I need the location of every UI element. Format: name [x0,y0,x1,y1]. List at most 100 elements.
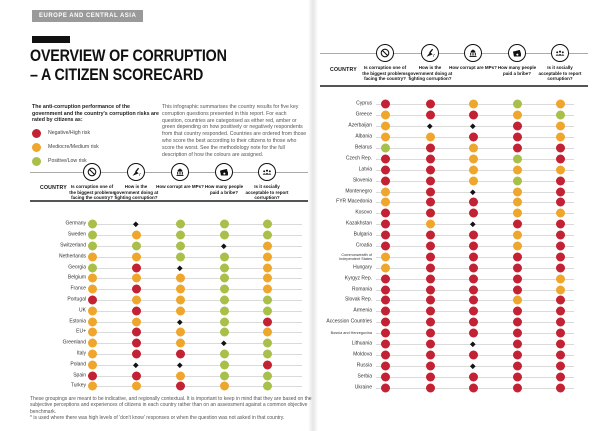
rating-dot-amber [512,165,522,175]
right-table-header: COUNTRY Is corruption one of the biggest… [320,38,588,88]
country-label: Portugal [67,296,86,303]
rating-dot-red [380,306,390,316]
rating-dot-red [425,197,435,207]
scorecard-row: Serbia [320,371,588,382]
country-label: Lithuania [351,340,372,347]
scorecard-row: Slovenia [320,175,588,186]
no-data-asterisk [470,123,476,129]
rating-dot-red [131,263,141,273]
no-data-asterisk [177,319,183,325]
scorecard-row: Netherlands [30,251,308,262]
rating-dot-green [262,371,272,381]
rating-dot-red [425,208,435,218]
rating-dot-red [468,317,478,327]
rating-dot-amber [555,165,565,175]
rating-dot-red [425,361,435,371]
rating-dot-amber [555,121,565,131]
rating-dot-amber [87,317,97,327]
rating-dot-red [131,371,141,381]
scorecard-row: Czech Rep. [320,153,588,164]
footnote-text: These groupings are meant to be indicati… [30,396,312,415]
rating-dot-red [380,99,390,109]
header-rule-top [30,172,308,173]
rating-dot-amber [87,381,97,391]
country-label: Georgia [68,263,86,270]
country-label: Kazakhstan [345,220,372,227]
rating-dot-red [425,187,435,197]
rating-dot-red [425,110,435,120]
rating-dot-red [380,154,390,164]
rating-dot-amber [175,273,185,283]
rating-dot-green [262,306,272,316]
country-label: Croatia [355,242,372,249]
scorecard-row: Armenia [320,306,588,317]
no-data-asterisk [177,362,183,368]
row-line [90,386,302,388]
rating-dot-red [380,285,390,295]
scorecard-row: Romania [320,284,588,295]
rating-dot-green [219,327,229,337]
country-label: Slovenia [352,177,372,184]
rating-dot-green [555,110,565,120]
country-label: Bosnia and Herzegovina [330,331,372,336]
rating-dot-green [87,230,97,240]
country-label: Moldova [353,351,372,358]
scorecard-row: Bosnia and Herzegovina [320,328,588,339]
scorecard-row: Greece [320,110,588,121]
country-label: EU+ [76,328,86,335]
rating-dot-amber [262,284,272,294]
prohibition-icon [376,44,394,62]
column-header-label: How many people paid a bribe? [204,184,244,195]
bribe-icon [508,44,526,62]
rating-dot-green [380,143,390,153]
scorecard-row: Cyprus [320,99,588,110]
rating-dot-amber [512,241,522,251]
rating-dot-red [468,132,478,142]
country-label: Armenia [353,307,372,314]
rating-dot-red [512,383,522,393]
row-line [90,289,302,291]
rating-dot-amber [87,338,97,348]
rating-dot-red [555,252,565,262]
scorecard-row: UK [30,305,308,316]
rating-dot-red [175,349,185,359]
rating-dot-red [131,327,141,337]
rating-dot-red [425,230,435,240]
rating-dot-red [512,219,522,229]
rating-dot-amber [175,306,185,316]
rating-dot-red [468,110,478,120]
row-line [90,245,302,247]
row-line [90,321,302,323]
scorecard-row: Montenegro [320,186,588,197]
rating-dot-green [175,230,185,240]
legend-item-label: Negative/High risk [48,130,91,137]
legend-item: Positive/Low risk [32,156,160,166]
rating-dot-green [219,306,229,316]
rating-dot-red [555,241,565,251]
country-label: Czech Rep. [345,155,372,162]
rating-dot-amber [87,349,97,359]
country-label: Serbia [357,373,372,380]
rating-dot-amber [425,219,435,229]
rating-dot-red [555,339,565,349]
rating-dot-red [512,339,522,349]
rating-dot-green [87,219,97,229]
row-line [376,126,574,128]
rating-dot-red [380,176,390,186]
rating-dot-red [555,263,565,273]
country-label: Poland [70,361,86,368]
header-rule-bottom [320,85,588,87]
rating-dot-amber [380,121,390,131]
page-title: OVERVIEW OF CORRUPTION – A CITIZEN SCORE… [30,46,274,84]
rating-dot-green [262,349,272,359]
rating-dot-amber [175,284,185,294]
rating-dot-green [87,263,97,273]
row-line [90,224,302,226]
column-header-label: How is the government doing at fighting … [113,184,159,200]
rating-dot-green [175,252,185,262]
rating-dot-amber [87,284,97,294]
rating-dot-amber [468,143,478,153]
rating-dot-red [512,328,522,338]
rating-dot-amber [512,187,522,197]
rating-dot-amber [87,273,97,283]
